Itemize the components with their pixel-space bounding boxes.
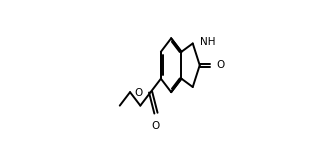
Text: O: O xyxy=(135,88,143,98)
Text: O: O xyxy=(216,60,224,70)
Text: NH: NH xyxy=(200,37,216,47)
Text: O: O xyxy=(152,121,160,131)
